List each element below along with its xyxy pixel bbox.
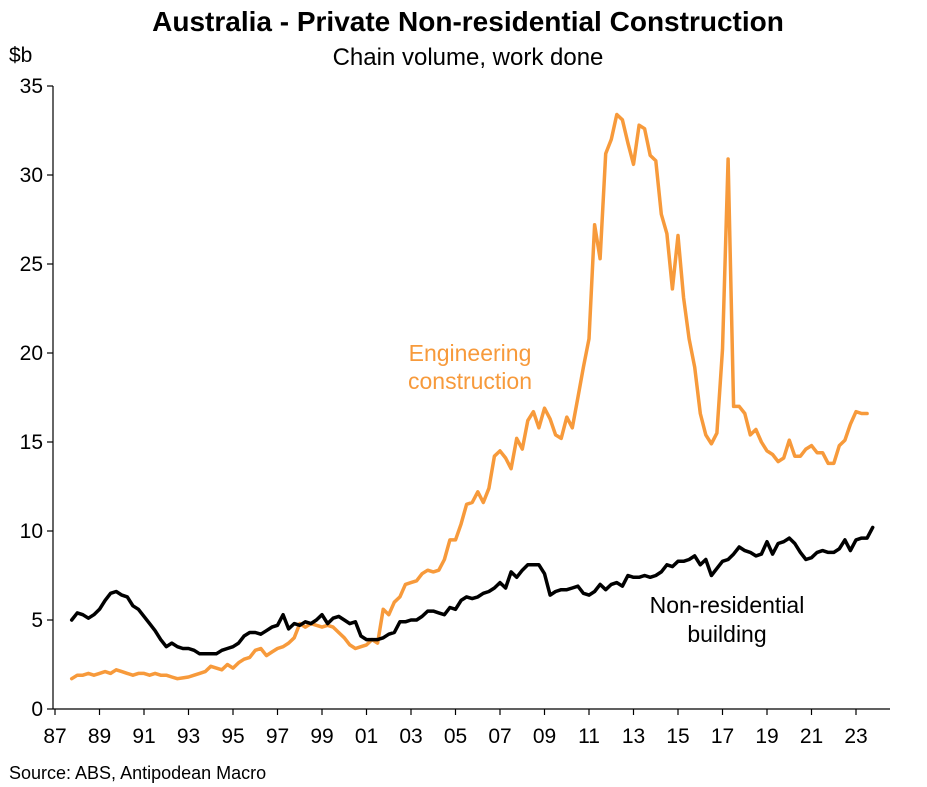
x-tick-label: 91: [132, 725, 155, 748]
series-label-non-residential-line1: Non-residential: [650, 592, 805, 618]
x-tick-label: 99: [310, 725, 333, 748]
x-tick-label: 17: [711, 725, 734, 748]
x-tick-label: 03: [399, 725, 422, 748]
x-tick-label: 15: [666, 725, 689, 748]
series-label-non-residential-line2: building: [687, 621, 766, 647]
y-tick-label: 35: [20, 75, 43, 98]
x-tick-label: 09: [533, 725, 556, 748]
x-tick-label: 21: [800, 725, 823, 748]
x-tick-label: 95: [221, 725, 244, 748]
series-line-engineering-construction: [69, 112, 869, 681]
x-tick-label: 05: [444, 725, 467, 748]
x-tick-label: 97: [266, 725, 289, 748]
x-tick-label: 87: [43, 725, 66, 748]
y-tick-label: 0: [31, 698, 43, 721]
chart-subtitle: Chain volume, work done: [333, 44, 604, 71]
y-tick-label: 25: [20, 253, 43, 276]
source-note: Source: ABS, Antipodean Macro: [9, 763, 266, 783]
y-tick-label: 5: [31, 609, 43, 632]
x-tick-label: 07: [488, 725, 511, 748]
x-tick-label: 11: [578, 725, 600, 748]
series-line-non-residential-building: [69, 525, 875, 656]
y-tick-label: 30: [20, 164, 43, 187]
series-label-engineering-line2: construction: [408, 368, 532, 394]
chart-title: Australia - Private Non-residential Cons…: [152, 6, 784, 37]
y-tick-label: 10: [20, 520, 43, 543]
x-tick-label: 89: [88, 725, 111, 748]
series-label-engineering-line1: Engineering: [409, 340, 532, 366]
x-tick-label: 93: [177, 725, 200, 748]
y-axis-label: $b: [9, 44, 32, 67]
y-tick-label: 15: [20, 431, 43, 454]
x-tick-label: 19: [755, 725, 778, 748]
x-axis: 87 89 91 93 95 97 99 01 03 05 07 09 11 13 15 17 19 21 23: [43, 709, 868, 748]
y-axis: 0 5 10 15 20 25 30 35: [20, 75, 53, 721]
x-tick-label: 01: [355, 725, 378, 748]
y-tick-label: 20: [20, 342, 43, 365]
x-tick-label: 13: [622, 725, 645, 748]
x-tick-label: 23: [844, 725, 867, 748]
